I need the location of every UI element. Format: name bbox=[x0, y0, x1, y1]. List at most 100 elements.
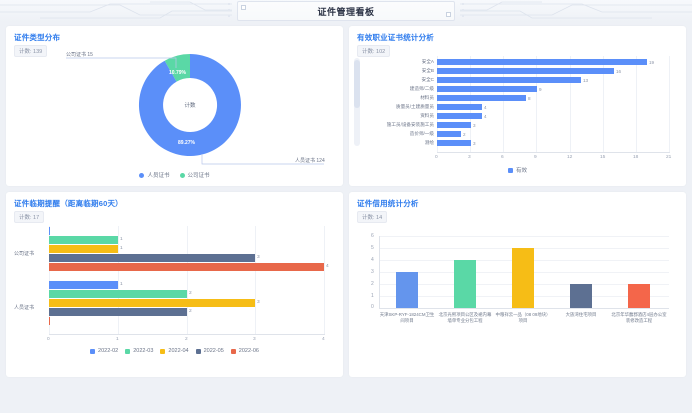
donut-center-label-wrap: 计数 bbox=[139, 54, 241, 156]
bar-category-label: 安全A bbox=[421, 59, 434, 64]
legend-item-personnel[interactable]: 人员证书 bbox=[139, 171, 170, 179]
bar-segment[interactable] bbox=[437, 140, 471, 146]
bar-segment-project-2[interactable] bbox=[454, 260, 476, 308]
bar-segment-personnel-2022-03[interactable] bbox=[49, 290, 187, 298]
x-axis-tick: 12 bbox=[567, 155, 573, 160]
legend-label-2022-04: 2022-04 bbox=[168, 348, 189, 354]
donut-slice-personnel[interactable] bbox=[138, 54, 241, 156]
bar-segment-project-3[interactable] bbox=[512, 248, 534, 308]
donut-callout-personnel: 人员证书 124 bbox=[295, 158, 325, 164]
donut-leader-line-company bbox=[66, 57, 177, 68]
table-row[interactable]: 资料员 4 bbox=[420, 112, 487, 120]
x-axis-tick: 9 bbox=[534, 155, 537, 160]
table-row[interactable]: 造价师/一级 2 bbox=[410, 130, 466, 138]
table-row[interactable]: 安全C 13 bbox=[421, 76, 589, 84]
legend-square-icon-2022-03 bbox=[125, 348, 131, 354]
legend-item-2022-06[interactable]: 2022-06 bbox=[230, 348, 259, 354]
x-axis-tick: 4 bbox=[322, 337, 325, 342]
table-row[interactable]: 安全A 19 bbox=[422, 58, 654, 66]
bar-segment-personnel-2022-04[interactable] bbox=[49, 299, 255, 307]
bar-value-label: 3 bbox=[257, 300, 260, 305]
table-row[interactable]: 质量员/土建质量员 4 bbox=[396, 103, 487, 111]
x-axis-line bbox=[379, 308, 669, 309]
bar-segment-company-2022-02[interactable] bbox=[49, 227, 50, 235]
bar-value-label: 4 bbox=[484, 113, 487, 119]
chart-scrollbar[interactable] bbox=[354, 58, 360, 146]
x-axis-tick: 6 bbox=[501, 155, 504, 160]
bar-segment[interactable] bbox=[437, 113, 482, 119]
legend-square-icon-valid bbox=[507, 167, 513, 173]
panel-certificate-type-distribution: 证件类型分布 计数: 139 计数 bbox=[6, 26, 343, 186]
donut-chart-svg[interactable] bbox=[6, 46, 343, 186]
bar-category-label: 建造师/二级 bbox=[409, 86, 434, 91]
y-axis-tick: 4 bbox=[371, 257, 374, 263]
table-row[interactable]: 建造师/二级 9 bbox=[410, 85, 542, 93]
bar-segment-personnel-2022-05[interactable] bbox=[49, 308, 187, 316]
legend-item-2022-04[interactable]: 2022-04 bbox=[160, 348, 189, 354]
bar-value-label: 1 bbox=[120, 246, 123, 251]
legend-item-company[interactable]: 公司证书 bbox=[179, 171, 210, 179]
legend-item-2022-02[interactable]: 2022-02 bbox=[90, 348, 118, 354]
donut-leader-line-personnel bbox=[201, 154, 324, 165]
legend-label-valid: 有效 bbox=[515, 168, 527, 174]
legend-item-2022-03[interactable]: 2022-03 bbox=[125, 348, 153, 354]
bar-segment-company-2022-03[interactable] bbox=[49, 236, 118, 244]
table-row[interactable]: 施工员/设备安装施工员 3 bbox=[387, 121, 476, 129]
bar-value-label: 3 bbox=[473, 140, 476, 146]
donut-chart-area: 计数 10.79% 89.27% 公司证书 15 人员证书 124 人员证书 公… bbox=[6, 46, 343, 186]
panel-expiry-reminder: 证件临期提醒（距离临期60天） 计数: 17 公司证书 1 1 3 4 bbox=[6, 192, 343, 377]
table-row[interactable]: 测绘 3 bbox=[425, 139, 476, 147]
bar-segment[interactable] bbox=[437, 122, 471, 128]
donut-legend: 人员证书 公司证书 bbox=[6, 171, 343, 179]
bar-segment-personnel-2022-06[interactable] bbox=[49, 317, 50, 325]
gridline-6 bbox=[379, 236, 669, 237]
bar-segment[interactable] bbox=[437, 77, 581, 83]
bar-segment[interactable] bbox=[437, 59, 647, 65]
count-badge-valid-cert: 计数: 102 bbox=[357, 45, 391, 57]
legend-item-valid[interactable]: 有效 bbox=[507, 166, 527, 174]
donut-center-label: 计数 bbox=[184, 103, 196, 109]
legend-square-icon-2022-06 bbox=[230, 348, 236, 354]
bar-segment[interactable] bbox=[437, 95, 526, 101]
bar-segment[interactable] bbox=[437, 131, 461, 137]
bar-category-label: 材料员 bbox=[420, 95, 434, 100]
gridline-15 bbox=[603, 56, 604, 152]
table-row[interactable]: 材料员 8 bbox=[420, 94, 531, 102]
bar-segment-company-2022-06[interactable] bbox=[49, 263, 324, 271]
bar-segment[interactable] bbox=[437, 86, 537, 92]
bar-value-label: 13 bbox=[583, 77, 589, 83]
legend-label-company: 公司证书 bbox=[187, 173, 210, 179]
table-row[interactable]: 安全B 16 bbox=[422, 67, 621, 75]
bar-segment-project-1[interactable] bbox=[396, 272, 418, 308]
bar-segment-project-5[interactable] bbox=[628, 284, 650, 308]
panel-valid-certificate-stats: 有效职业证书统计分析 计数: 102 安全A 19 bbox=[349, 26, 686, 186]
bar-segment[interactable] bbox=[437, 104, 482, 110]
count-badge-type-distribution: 计数: 139 bbox=[14, 45, 48, 57]
legend-label-2022-02: 2022-02 bbox=[98, 348, 119, 354]
panel-title-type-distribution: 证件类型分布 bbox=[14, 33, 61, 42]
legend-square-icon-2022-05 bbox=[195, 348, 201, 354]
gridline-0 bbox=[49, 226, 50, 334]
panel-title-expiry-reminder: 证件临期提醒（距离临期60天） bbox=[14, 199, 123, 208]
bar-category-label: 施工员/设备安装施工员 bbox=[386, 122, 434, 127]
gridline-4 bbox=[324, 226, 325, 334]
bar-segment[interactable] bbox=[437, 68, 614, 74]
bar-category-label: 资料员 bbox=[420, 113, 434, 118]
bar-segment-project-4[interactable] bbox=[570, 284, 592, 308]
x-axis-category-label: 天津SKP-RYF-1824CM卫生间项目 bbox=[379, 312, 435, 323]
legend-dot-icon-company bbox=[179, 172, 185, 178]
y-axis-tick: 6 bbox=[371, 233, 374, 239]
bar-segment-company-2022-04[interactable] bbox=[49, 245, 118, 253]
bar-segment-company-2022-05[interactable] bbox=[49, 254, 255, 262]
bar-segment-personnel-2022-02[interactable] bbox=[49, 281, 118, 289]
x-axis-tick: 0 bbox=[435, 155, 438, 160]
x-axis-tick: 2 bbox=[185, 337, 188, 342]
gridline-12 bbox=[570, 56, 571, 152]
bar-value-label: 3 bbox=[473, 122, 476, 128]
gridline-3 bbox=[255, 226, 256, 334]
bar-value-label: 1 bbox=[120, 237, 123, 242]
legend-item-2022-05[interactable]: 2022-05 bbox=[195, 348, 224, 354]
donut-slice-company[interactable] bbox=[164, 53, 190, 82]
bar-value-label: 2 bbox=[463, 131, 466, 137]
bar-category-label: 造价师/一级 bbox=[409, 131, 434, 136]
